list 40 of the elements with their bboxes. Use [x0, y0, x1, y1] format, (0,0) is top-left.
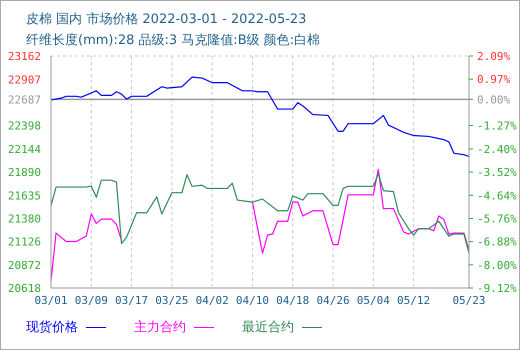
- y-tick-label: 21890: [8, 166, 41, 179]
- y2-tick-label: -5.76%: [477, 212, 518, 226]
- chart-title: 皮棉 国内 市场价格 2022-03-01 - 2022-05-23: [26, 11, 308, 29]
- y-tick-label: 22907: [8, 73, 41, 86]
- y-tick-label: 21380: [8, 212, 41, 226]
- y2-tick-label: -9.12%: [477, 282, 518, 295]
- x-tick-label: 04/10: [236, 294, 270, 307]
- x-tick-label: 03/09: [74, 294, 108, 307]
- x-tick-label: 04/02: [196, 294, 229, 307]
- y-tick-label: 21635: [8, 189, 41, 202]
- x-tick-label: 03/01: [34, 294, 68, 307]
- y2-tick-label: 2.09%: [477, 50, 510, 63]
- line-series: [51, 173, 469, 254]
- legend-label: 现货价格: [26, 319, 79, 336]
- line-series: [51, 76, 469, 158]
- y2-tick-label: 0.00%: [477, 93, 510, 106]
- y2-tick-label: -8.00%: [477, 258, 518, 272]
- y2-tick-label: -4.64%: [477, 189, 518, 202]
- y-tick-label: 22398: [8, 120, 41, 133]
- y2-tick-label: 0.97%: [477, 73, 510, 86]
- x-tick-label: 04/26: [316, 294, 350, 307]
- y2-tick-label: -1.27%: [477, 120, 518, 133]
- x-tick-label: 03/17: [115, 294, 148, 307]
- x-tick-label: 05/12: [397, 294, 430, 307]
- y2-tick-label: -3.52%: [477, 166, 518, 180]
- x-tick-label: 05/23: [452, 294, 486, 307]
- x-tick-label: 04/18: [276, 294, 310, 307]
- y2-tick-label: -6.88%: [477, 236, 518, 249]
- legend-label: 主力合约: [134, 319, 187, 336]
- x-tick-label: 03/25: [155, 294, 188, 307]
- y-tick-label: 20872: [8, 258, 41, 272]
- legend-label: 最近合约: [242, 319, 295, 336]
- y-tick-label: 23162: [8, 50, 41, 63]
- y-tick-label: 22687: [8, 93, 41, 106]
- y2-tick-label: -2.40%: [477, 142, 518, 156]
- y-tick-label: 20618: [8, 282, 41, 295]
- y-tick-label: 22144: [8, 142, 42, 156]
- chart-subtitle: 纤维长度(mm):28 品级:3 马克隆值:B级 颜色:白棉: [26, 32, 322, 50]
- y-tick-label: 21126: [8, 236, 41, 249]
- x-tick-label: 05/04: [356, 294, 390, 307]
